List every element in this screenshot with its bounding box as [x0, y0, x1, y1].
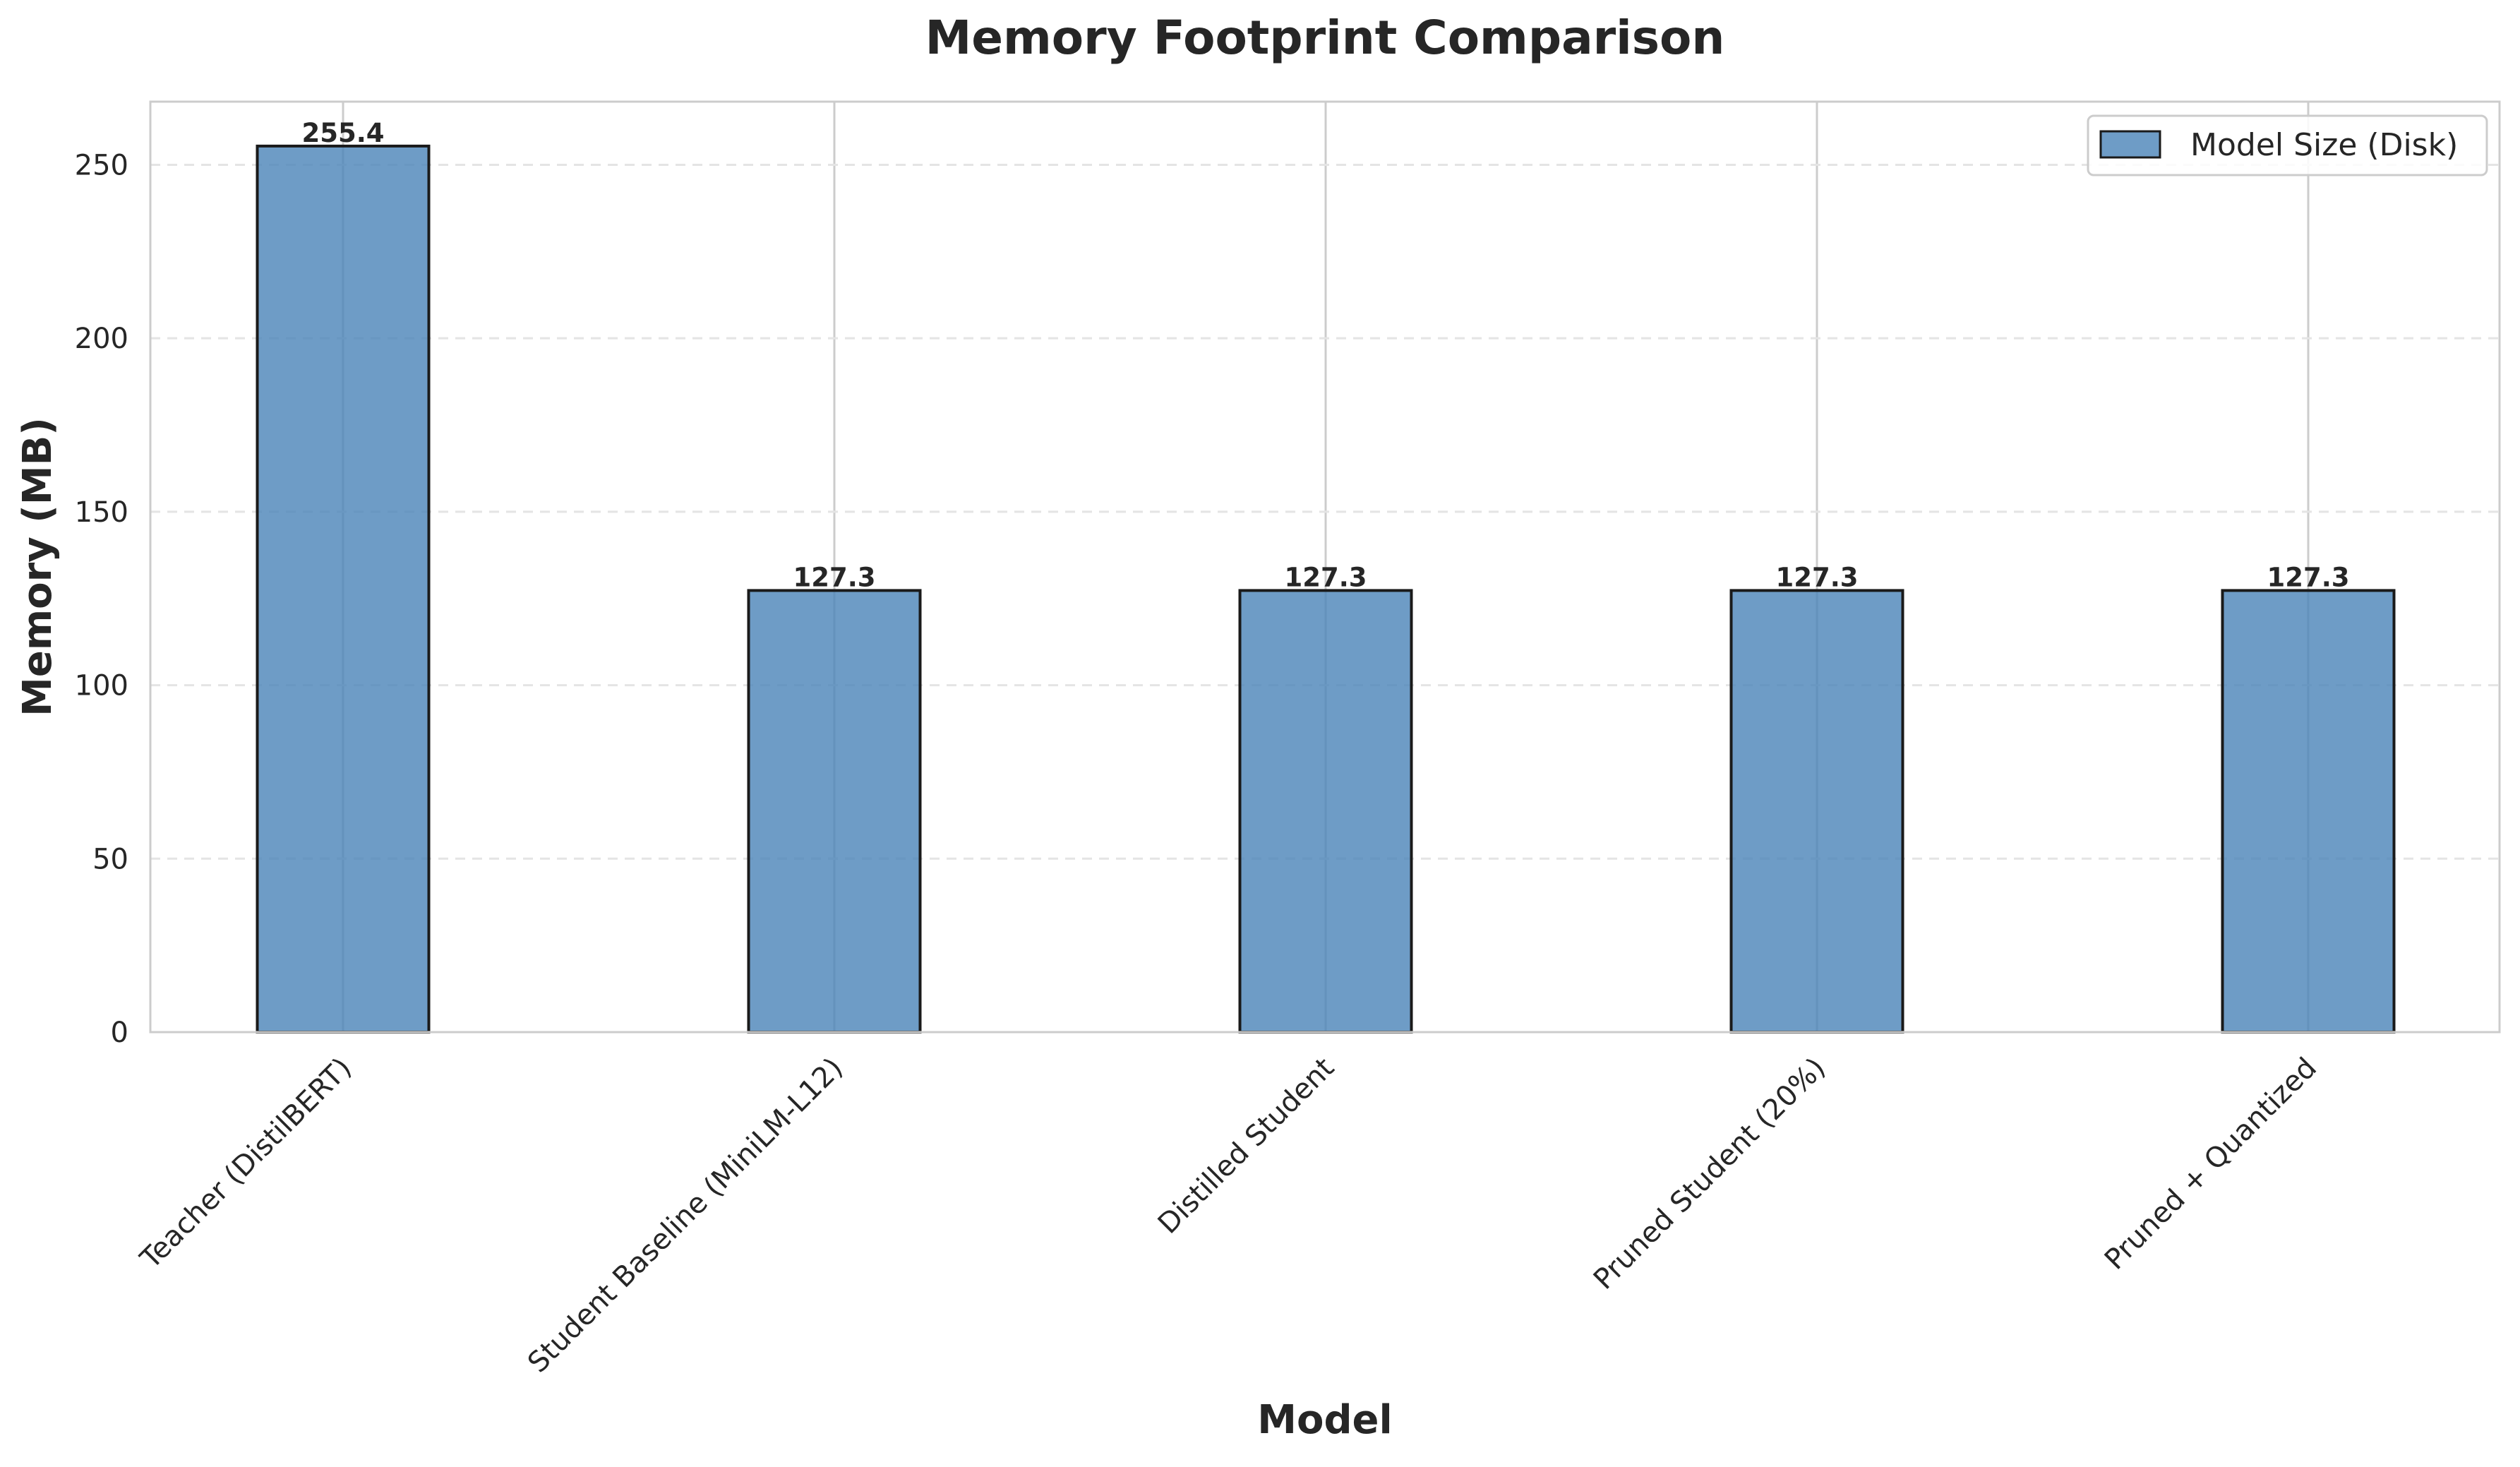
x-tick-label: Student Baseline (MiniLM-L12)	[522, 1052, 849, 1379]
bar	[256, 144, 431, 1034]
data-label: 127.3	[1284, 562, 1367, 592]
x-axis-ticks: Teacher (DistilBERT) Student Baseline (Mi…	[134, 1052, 2323, 1379]
y-tick-label: 250	[75, 149, 128, 181]
y-tick-label: 50	[92, 843, 128, 875]
x-tick-label: Pruned Student (20%)	[1588, 1052, 1832, 1296]
legend-swatch	[2099, 130, 2161, 159]
data-label: 127.3	[2267, 562, 2349, 592]
y-axis-label: Memory (MB)	[15, 417, 61, 717]
data-label: 127.3	[1775, 562, 1858, 592]
chart-title: Memory Footprint Comparison	[925, 11, 1725, 65]
y-tick-label: 150	[75, 496, 128, 529]
data-label: 127.3	[793, 562, 875, 592]
y-axis-ticks: 0 50 100 150 200 250	[75, 149, 128, 1049]
bar	[2221, 589, 2396, 1034]
x-tick-label: Teacher (DistilBERT)	[134, 1052, 358, 1276]
legend-label: Model Size (Disk)	[2190, 127, 2458, 163]
x-axis-label: Model	[1257, 1397, 1392, 1443]
plot-frame	[149, 100, 2501, 1034]
y-tick-label: 0	[111, 1017, 128, 1049]
x-tick-label: Distilled Student	[1152, 1052, 1340, 1240]
data-labels: 255.4 127.3 127.3 127.3 127.3	[301, 118, 2349, 593]
legend-frame	[2087, 114, 2488, 176]
bar	[747, 589, 922, 1034]
y-tick-label: 200	[75, 323, 128, 355]
bar	[1729, 589, 1904, 1034]
bar	[1238, 589, 1413, 1034]
data-label: 255.4	[301, 118, 384, 148]
x-tick-label: Pruned + Quantized	[2099, 1052, 2323, 1276]
y-tick-label: 100	[75, 670, 128, 702]
legend: Model Size (Disk)	[2087, 114, 2488, 176]
